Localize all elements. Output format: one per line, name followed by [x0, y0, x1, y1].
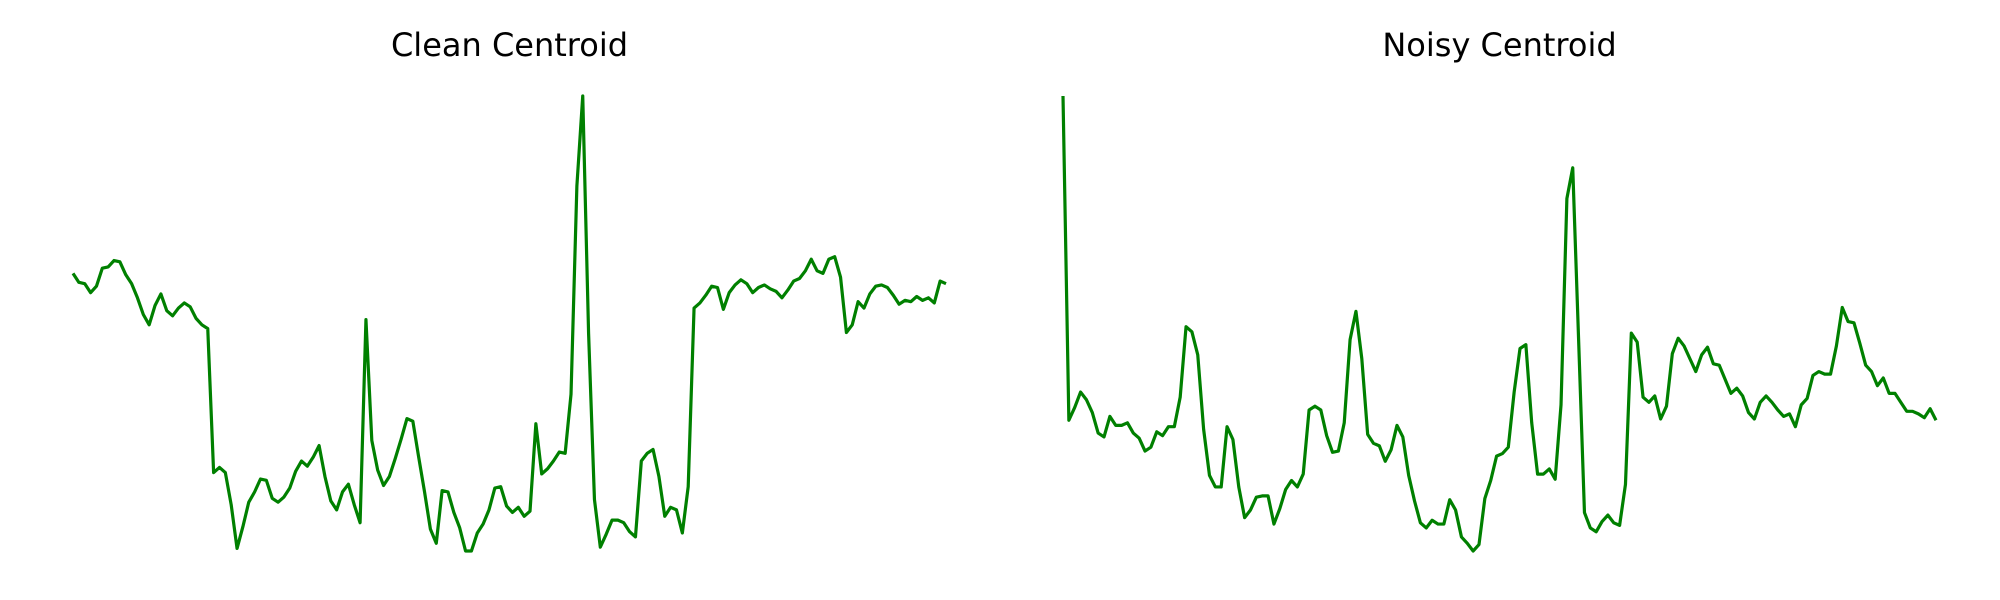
chart-title: Clean Centroid — [391, 26, 628, 64]
line — [1061, 95, 1938, 553]
line — [71, 94, 947, 553]
chart-title: Noisy Centroid — [1382, 26, 1616, 64]
